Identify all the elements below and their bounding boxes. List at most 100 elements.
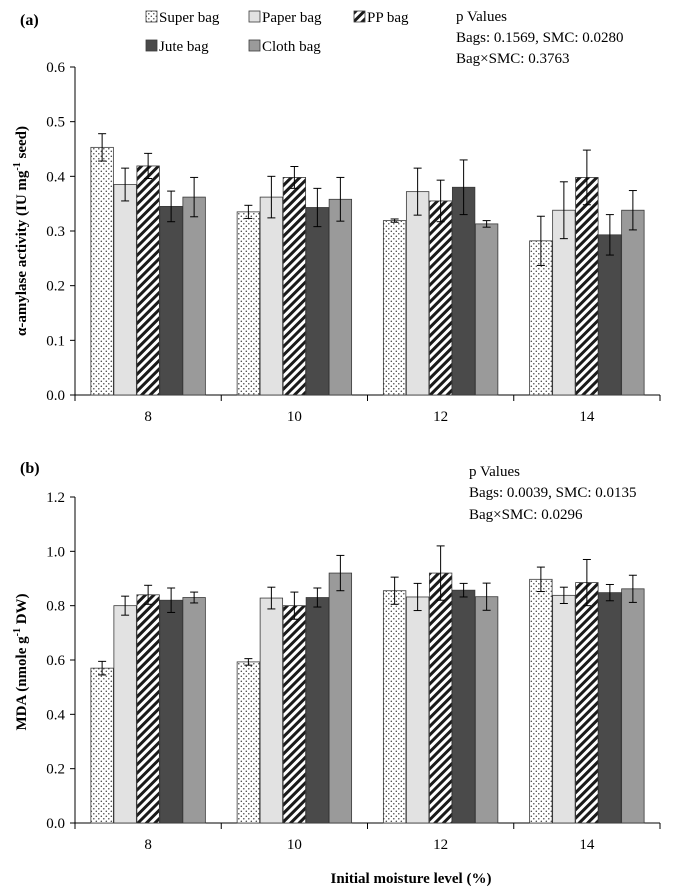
panel-b-error-bar-super-bag <box>98 660 107 676</box>
legend-item-pp-bag: PP bag <box>353 10 409 26</box>
legend-swatch-cloth-bag <box>248 39 261 52</box>
panel-a-error-bar-pp-bag <box>290 165 299 189</box>
panel-a-bar-super-bag <box>382 220 407 396</box>
panel-b-error-bar-super-bag <box>244 658 253 666</box>
panel-b-bar-super-bag <box>529 578 553 824</box>
panel-b-pvalues-title: p Values <box>469 464 520 480</box>
panel-b-bar-pp-bag <box>428 572 453 824</box>
panel-b-bar-super-bag <box>90 667 114 824</box>
panel-a-error-bar-cloth-bag <box>336 176 345 222</box>
panel-b-bar-paper-bag <box>552 594 576 824</box>
panel-a-bar-jute-bag <box>305 207 330 396</box>
legend-item-jute-bag: Jute bag <box>145 39 209 55</box>
panel-b-x-tick-label: 12 <box>433 837 448 853</box>
panel-b-y-tick-label: 0.2 <box>46 762 65 778</box>
panel-b-error-bar-cloth-bag <box>482 582 491 611</box>
panel-b-ylabel-sup: -1 <box>12 628 23 636</box>
legend-item-super-bag: Super bag <box>145 10 220 26</box>
panel-b-error-bar-paper-bag <box>559 586 568 604</box>
panel-b-bar-jute-bag <box>305 597 330 824</box>
panel-a-error-bar-pp-bag <box>144 152 153 180</box>
panel-a-label: (a) <box>20 12 39 29</box>
panel-a-y-tick-label: 0.6 <box>46 60 65 76</box>
panel-a-y-tick-label: 0.3 <box>46 224 65 240</box>
panel-b-bar-super-bag <box>382 590 407 824</box>
panel-b-error-bar-jute-bag <box>459 582 468 598</box>
panel-a-y-tick-label: 0.0 <box>46 388 65 404</box>
panel-b-error-bar-pp-bag <box>582 558 591 607</box>
panel-a-x-tick-label: 10 <box>287 409 302 425</box>
legend-label-super-bag: Super bag <box>159 10 220 26</box>
panel-b-ylabel-main: MDA (nmole g <box>14 636 30 731</box>
panel-b-bar-pp-bag <box>136 594 160 824</box>
panel-b-error-bar-jute-bag <box>167 587 176 613</box>
panel-a-error-bar-cloth-bag <box>628 190 637 231</box>
panel-b-error-bar-cloth-bag <box>190 591 199 604</box>
panel-b-annotation: p Values Bags: 0.0039, SMC: 0.0135 Bag×S… <box>469 464 637 523</box>
panel-a-pvalues-line1: Bags: 0.1569, SMC: 0.0280 <box>456 30 624 46</box>
panel-b-bar-paper-bag <box>259 597 284 824</box>
panel-a-bar-pp-bag <box>282 177 307 396</box>
panel-a-error-bar-super-bag <box>536 215 545 266</box>
panel-b-bar-cloth-bag <box>328 572 353 824</box>
legend-label-jute-bag: Jute bag <box>159 39 209 55</box>
panel-b-error-bar-pp-bag <box>436 545 445 601</box>
panel-a-error-bar-jute-bag <box>167 190 176 223</box>
panel-a-bar-paper-bag <box>259 196 284 396</box>
panel-a-error-bar-cloth-bag <box>482 220 491 228</box>
panel-b-error-bar-super-bag <box>536 566 545 593</box>
panel-a-ylabel: α-amylase activity (IU mg-1 seed) <box>12 126 30 336</box>
panel-b-ylabel: MDA (nmole g-1 DW) <box>12 593 30 730</box>
panel-b-pvalues-line1: Bags: 0.0039, SMC: 0.0135 <box>469 485 637 501</box>
panel-a-error-bar-paper-bag <box>559 181 568 240</box>
panel-a-bar-cloth-bag <box>182 196 206 396</box>
legend-swatch-jute-bag <box>145 39 158 52</box>
panel-b-ylabel-end: DW) <box>14 593 30 628</box>
panel-a-error-bar-super-bag <box>390 218 399 223</box>
panel-a-error-bar-paper-bag <box>121 167 130 202</box>
panel-b-bar-cloth-bag <box>182 597 206 824</box>
panel-a-error-bar-super-bag <box>98 133 107 162</box>
panel-b-pvalues-line2: Bag×SMC: 0.0296 <box>469 507 583 523</box>
panel-b-x-tick-label: 10 <box>287 837 302 853</box>
panel-b-error-bar-cloth-bag <box>336 554 345 592</box>
panel-b-bar-jute-bag <box>451 589 476 824</box>
panel-a-ylabel-end: seed) <box>14 126 30 162</box>
panel-a-bar-super-bag <box>90 146 114 396</box>
panel-a-error-bar-paper-bag <box>413 167 422 216</box>
panel-a-bar-jute-bag <box>451 186 476 396</box>
panel-b-bar-jute-bag <box>159 599 183 824</box>
panel-b-y-tick-label: 0.6 <box>46 653 65 669</box>
panel-a-bar-jute-bag <box>598 234 622 396</box>
panel-a-ylabel-main: α-amylase activity (IU mg <box>14 170 30 336</box>
legend-label-pp-bag: PP bag <box>367 10 409 26</box>
panel-b-error-bar-jute-bag <box>605 583 614 602</box>
legend: Super bag Paper bag PP bag Jute bag Clot… <box>145 10 409 55</box>
panel-a-plot: 0.0 0.1 0.2 0.3 0.4 0.5 0.6 8 10 12 14 <box>46 60 661 425</box>
panel-b-error-bar-jute-bag <box>313 587 322 608</box>
panel-b-x-tick-label: 8 <box>144 837 152 853</box>
panel-a-error-bar-jute-bag <box>605 214 614 256</box>
panel-b-y-tick-label: 0.8 <box>46 599 65 615</box>
panel-a-bar-cloth-bag <box>328 198 353 396</box>
legend-label-paper-bag: Paper bag <box>262 10 322 26</box>
panel-b-error-bar-super-bag <box>390 576 399 605</box>
panel-a-x-tick-label: 12 <box>433 409 448 425</box>
x-axis-title: Initial moisture level (%) <box>331 871 492 887</box>
panel-b-bar-cloth-bag <box>621 588 645 824</box>
legend-swatch-pp-bag <box>353 10 366 23</box>
panel-a-bar-jute-bag <box>159 205 183 396</box>
panel-b-error-bar-pp-bag <box>290 591 299 620</box>
panel-a-ylabel-sup: -1 <box>12 162 23 170</box>
panel-a-error-bar-jute-bag <box>313 187 322 228</box>
panel-a-annotation: p Values Bags: 0.1569, SMC: 0.0280 Bag×S… <box>456 9 624 67</box>
legend-item-paper-bag: Paper bag <box>248 10 322 26</box>
panel-a-y-tick-label: 0.2 <box>46 279 65 295</box>
panel-a-error-bar-super-bag <box>244 204 253 219</box>
panel-a-error-bar-paper-bag <box>267 175 276 219</box>
panel-b-bar-jute-bag <box>598 592 622 824</box>
panel-a-error-bar-pp-bag <box>436 179 445 223</box>
panel-b-bar-super-bag <box>236 661 261 824</box>
panel-a-pvalues-line2: Bag×SMC: 0.3763 <box>456 51 569 67</box>
